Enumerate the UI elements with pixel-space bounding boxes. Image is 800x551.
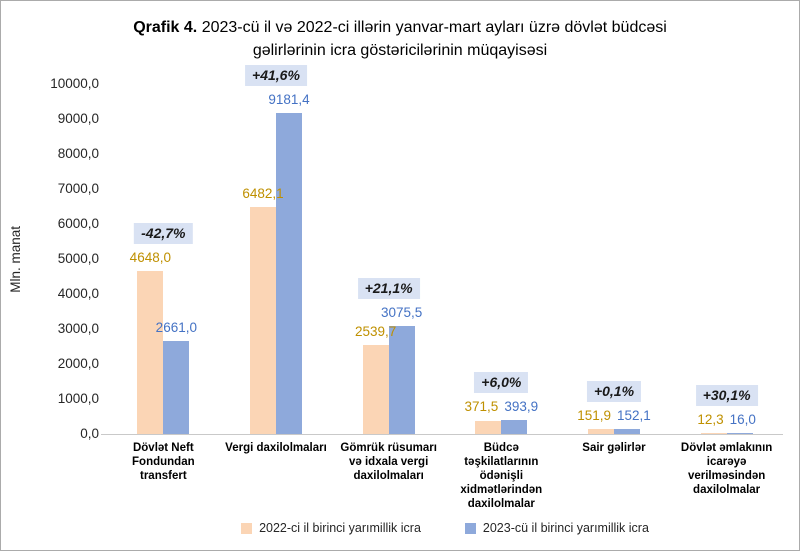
value-label-2023: 3075,5 — [381, 305, 423, 320]
legend-label-2022: 2022-ci il birinci yarımillik icra — [259, 521, 421, 535]
bar-group: 4648,0 2661,0 -42,7% — [107, 84, 220, 434]
bar-group: 151,9 152,1 +0,1% — [558, 84, 671, 434]
bar-2022 — [587, 429, 614, 434]
bar-group: 12,3 16,0 +30,1% — [670, 84, 783, 434]
y-tick-label: 4000,0 — [57, 286, 99, 301]
x-category-label: Büdcə təşkilatlarının ödənişli xidmətlər… — [460, 442, 543, 510]
bar-2023 — [501, 420, 528, 434]
value-label-2022: 371,5 — [464, 399, 499, 414]
x-category-label: Gömrük rüsumarı və idxala vergi daxilolm… — [340, 442, 437, 482]
x-category-label: Vergi daxilolmaları — [225, 442, 327, 454]
value-label-2022: 4648,0 — [129, 250, 171, 265]
legend-marker-2023-icon — [464, 522, 476, 534]
value-label-2023: 2661,0 — [155, 320, 197, 335]
y-tick-label: 6000,0 — [57, 216, 99, 231]
y-tick-label: 9000,0 — [57, 111, 99, 126]
y-tick-labels: 0,0 1000,0 2000,0 3000,0 4000,0 5000,0 6000,0 7… — [29, 76, 107, 441]
legend: 2022-ci il birinci yarımillik icra 2023-… — [107, 521, 783, 535]
y-axis-title: Mln. manat — [7, 226, 23, 293]
y-tick-label: 3000,0 — [57, 321, 99, 336]
change-badge: +41,6% — [245, 65, 307, 86]
y-tick-label: 10000,0 — [50, 76, 99, 91]
chart-title-text: 2023-cü il və 2022-ci illərin yanvar-mar… — [201, 19, 667, 59]
value-label-2023: 393,9 — [504, 399, 539, 414]
change-badge: +6,0% — [474, 372, 529, 393]
value-label-2023: 152,1 — [616, 408, 651, 423]
value-label-2022: 151,9 — [577, 408, 611, 423]
x-category-label: Sair gəlirlər — [582, 442, 646, 454]
x-category-label: Dövlət Neft Fondundan transfert — [132, 442, 195, 482]
y-tick-label: 0,0 — [80, 426, 99, 441]
x-axis-labels: Dövlət Neft Fondundan transfert Vergi dax… — [107, 441, 783, 511]
y-tick-label: 5000,0 — [57, 251, 99, 266]
bar-2023 — [388, 326, 415, 434]
bar-2022 — [137, 271, 164, 434]
change-badge: -42,7% — [134, 223, 193, 244]
plot-area: 4648,0 2661,0 -42,7% 6482,1 9181,4 +41,6% 2539… — [107, 65, 783, 435]
legend-item-2022: 2022-ci il birinci yarımillik icra — [241, 521, 421, 535]
bar-group: 6482,1 9181,4 +41,6% — [220, 65, 333, 434]
value-label-2022: 2539,7 — [355, 324, 397, 339]
value-label-2023: 16,0 — [729, 412, 756, 427]
chart-area: Mln. manat 0,0 1000,0 2000,0 3000,0 4000,0 50… — [1, 65, 783, 441]
legend-item-2023: 2023-cü il birinci yarımillik icra — [464, 521, 649, 535]
y-tick-label: 8000,0 — [57, 146, 99, 161]
bar-group: 371,5 393,9 +6,0% — [445, 84, 558, 434]
bar-2023 — [613, 429, 640, 434]
y-tick-label: 2000,0 — [57, 356, 99, 371]
bar-2023 — [163, 341, 190, 434]
value-label-2022: 6482,1 — [242, 186, 284, 201]
bar-2022 — [700, 433, 727, 434]
bar-group: 2539,7 3075,5 +21,1% — [332, 84, 445, 434]
bar-2023 — [726, 433, 753, 434]
value-label-2022: 12,3 — [697, 412, 724, 427]
change-badge: +21,1% — [357, 278, 420, 299]
value-label-2023: 9181,4 — [268, 92, 310, 107]
bar-2022 — [475, 421, 502, 434]
y-tick-label: 1000,0 — [57, 391, 99, 406]
legend-label-2023: 2023-cü il birinci yarımillik icra — [482, 521, 649, 535]
bar-2022 — [249, 207, 276, 434]
bar-2023 — [275, 113, 302, 434]
chart-title: Qrafik 4. 2023-cü il və 2022-ci illərin … — [113, 16, 688, 62]
legend-marker-2022-icon — [241, 522, 253, 534]
y-tick-label: 7000,0 — [57, 181, 99, 196]
x-category-label: Dövlət əmlakının icarəyə verilməsindən d… — [680, 442, 773, 496]
chart-title-prefix: Qrafik 4. — [133, 19, 198, 36]
change-badge: +0,1% — [586, 381, 642, 402]
bar-2022 — [362, 345, 389, 434]
change-badge: +30,1% — [695, 385, 758, 406]
